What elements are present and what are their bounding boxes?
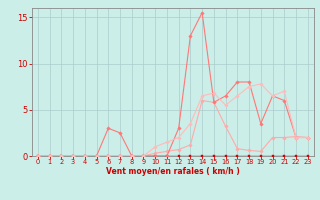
X-axis label: Vent moyen/en rafales ( km/h ): Vent moyen/en rafales ( km/h ) [106, 167, 240, 176]
